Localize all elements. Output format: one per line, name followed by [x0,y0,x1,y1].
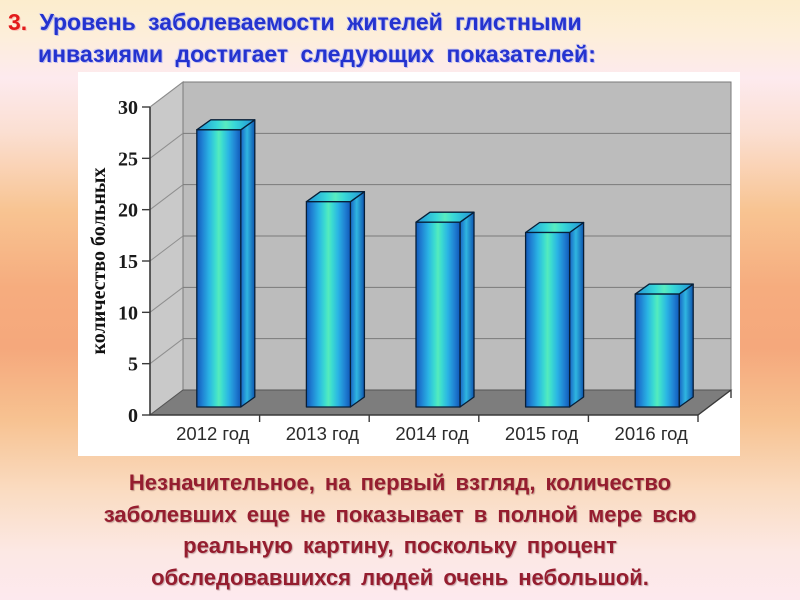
title-number: 3. [8,9,28,35]
bar-front-face [415,221,461,408]
bar-side-face [240,119,256,408]
y-axis-title: количество больных [88,168,110,355]
bar-front-face [524,231,571,408]
gridline-side [149,286,184,313]
y-tick-label: 20 [118,200,138,222]
x-category-label: 2013 год [286,423,360,444]
gridline-side [149,184,184,211]
gridline-side [149,132,184,159]
bar-chart: 0 5 10 15 20 25 30 2012 год 2013 год 2014 год 2015… [78,72,740,456]
slide-title: 3. Уровень заболеваемости жителей глистн… [8,6,796,70]
y-tick-label: 5 [128,354,138,376]
title-line-1: 3. Уровень заболеваемости жителей глистн… [8,6,796,38]
title-line-2: инвазиями достигает следующих показателе… [38,41,596,67]
bar-front-face [634,293,680,408]
y-tick-label: 30 [118,97,138,119]
x-category-label: 2015 год [505,423,579,444]
bar-side-face [678,283,694,408]
bar-2015-год [524,221,585,408]
footer-line: реальную картину, поскольку процент [183,533,617,558]
y-tick-label: 0 [128,405,138,427]
bar-side-face [459,211,475,408]
x-axis-depth-edge [697,389,732,416]
bar-front-face [305,201,352,408]
bar-side-face [568,221,585,408]
bar-2012-год [196,119,256,408]
x-category-label: 2014 год [395,423,469,444]
gridline-side [149,235,184,262]
y-tick-label: 25 [118,148,138,170]
x-category-label: 2016 год [615,423,689,444]
bar-2016-год [634,283,694,408]
bar-chart-svg: 0 5 10 15 20 25 30 2012 год 2013 год 2014 год 2015… [88,80,733,444]
bar-side-face [349,191,366,408]
bar-2013-год [305,191,366,408]
gridline-side [149,338,184,365]
bar-front-face [196,129,242,408]
footer-paragraph: Незначительное, на первый взгляд, количе… [10,467,790,593]
title-line-1-text: Уровень заболеваемости жителей глистными [39,9,582,35]
footer-line: обследовавшихся людей очень небольшой. [151,564,649,590]
bar-2014-год [415,211,475,408]
footer-line: заболевших еще не показывает в полной ме… [103,501,697,527]
gridline-side [149,81,184,108]
footer-line: Незначительное, на первый взгляд, количе… [128,470,672,495]
y-tick-label: 15 [118,251,138,273]
y-tick-label: 10 [118,302,138,324]
x-category-label: 2012 год [176,423,250,444]
